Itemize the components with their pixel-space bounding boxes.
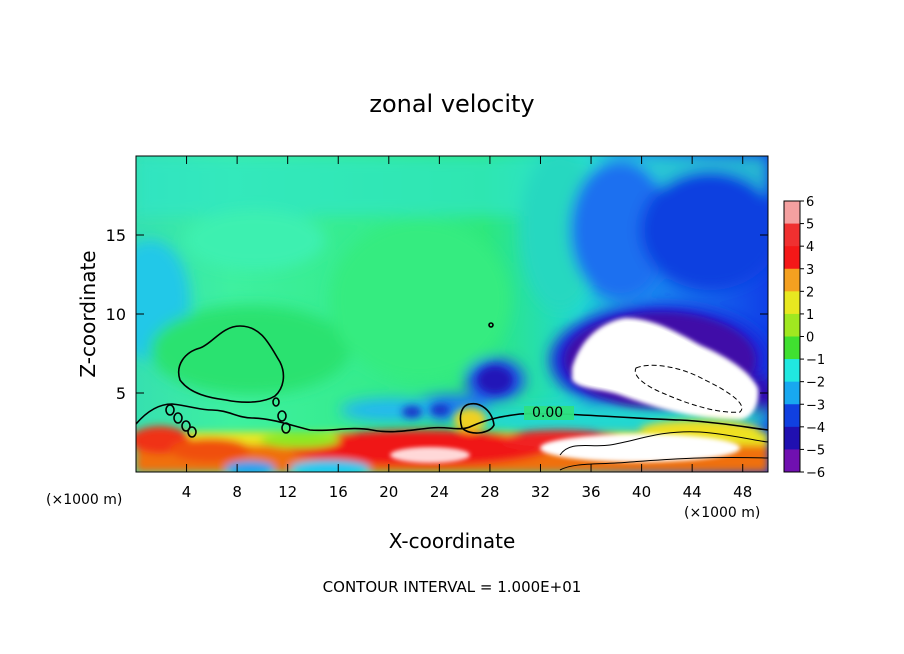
- y-axis-label: Z-coordinate: [76, 250, 100, 377]
- x-tick-label: 4: [182, 483, 192, 501]
- colorbar-tick-label: 1: [806, 308, 814, 323]
- x-unit-label-left: (×1000 m): [46, 492, 122, 508]
- colorbar-tick-label: −2: [806, 376, 825, 391]
- colorbar-tick-label: 0: [806, 331, 814, 346]
- colorbar-tick-label: −3: [806, 398, 825, 413]
- colorbar-tick-label: 4: [806, 240, 814, 255]
- x-tick-label: 12: [278, 483, 297, 501]
- x-tick-label: 40: [632, 483, 651, 501]
- x-unit-label-right: (×1000 m): [684, 505, 760, 521]
- colorbar-swatch: [784, 381, 800, 405]
- contour-label: 0.00: [532, 405, 563, 421]
- colorbar-swatch: [784, 426, 800, 450]
- colorbar-tick-label: −1: [806, 353, 825, 368]
- chart-title: zonal velocity: [369, 90, 534, 118]
- x-tick-label: 8: [232, 483, 242, 501]
- x-tick-label: 32: [531, 483, 550, 501]
- colorbar-swatch: [784, 291, 800, 315]
- x-axis-label: X-coordinate: [389, 529, 516, 553]
- colorbar-tick-label: −4: [806, 421, 825, 436]
- x-tick-label: 24: [430, 483, 449, 501]
- x-tick-label: 20: [379, 483, 398, 501]
- colorbar-swatch: [784, 313, 800, 337]
- colorbar-swatch: [784, 359, 800, 383]
- x-tick-label: 16: [329, 483, 348, 501]
- colorbar-tick-label: −5: [806, 443, 825, 458]
- colorbar-swatch: [784, 336, 800, 360]
- y-tick-label: 15: [106, 226, 126, 245]
- contour-interval-footer: CONTOUR INTERVAL = 1.000E+01: [323, 578, 582, 596]
- y-tick-label: 5: [116, 384, 126, 403]
- colorbar-tick-label: −6: [806, 466, 825, 481]
- colorbar-tick-label: 6: [806, 195, 814, 210]
- colorbar: 6 5 4 3 2 1 0 −1 −2 −3 −4 −5 −6: [783, 195, 825, 481]
- x-tick-label: 36: [581, 483, 600, 501]
- colorbar-swatch: [784, 246, 800, 270]
- colorbar-swatch: [784, 223, 800, 247]
- colorbar-tick-label: 2: [806, 285, 814, 300]
- y-tick-label: 10: [106, 305, 126, 324]
- colorbar-tick-label: 5: [806, 218, 814, 233]
- x-axis: 4 8 12 16 20 24 28 32 36 40 44 48: [182, 156, 752, 501]
- colorbar-tick-label: 3: [806, 263, 814, 278]
- x-tick-label: 44: [683, 483, 702, 501]
- x-tick-label: 48: [733, 483, 752, 501]
- colorbar-swatch: [784, 268, 800, 292]
- y-axis: 5 10 15: [106, 226, 768, 403]
- colorbar-swatch: [784, 404, 800, 428]
- colorbar-swatch: [784, 201, 800, 225]
- heatmap-field: 0.00: [136, 156, 768, 472]
- x-tick-label: 28: [480, 483, 499, 501]
- colorbar-swatch: [784, 449, 800, 473]
